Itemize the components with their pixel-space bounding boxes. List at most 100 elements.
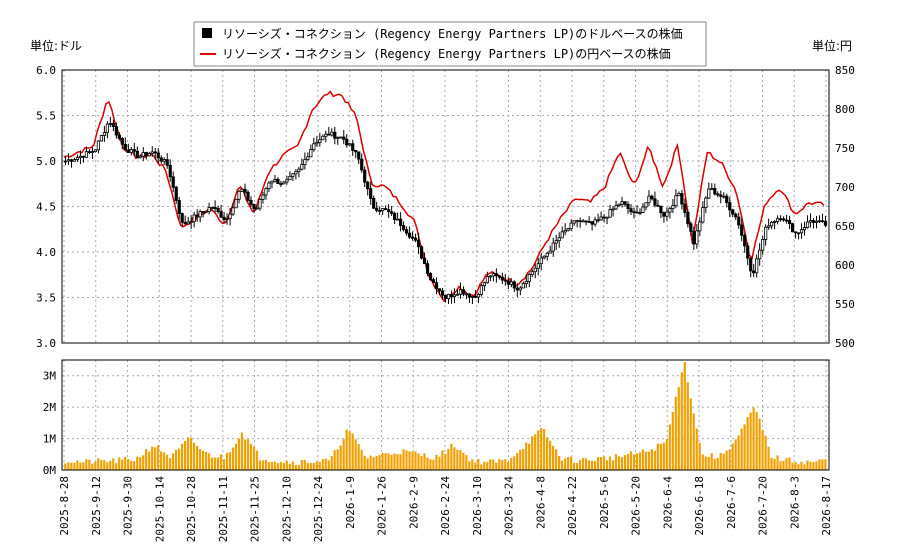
- candle-body: [596, 219, 600, 222]
- candle-body: [300, 164, 304, 170]
- candle-body: [285, 179, 289, 183]
- volume-bar: [459, 450, 462, 470]
- volume-bar: [97, 458, 100, 470]
- volume-bar: [169, 458, 172, 470]
- x-tick-label: 2026-5-20: [630, 476, 643, 536]
- volume-bar: [369, 455, 372, 470]
- x-tick-label: 2026-7-6: [725, 476, 738, 529]
- volume-bar: [788, 457, 791, 470]
- candle-body: [530, 271, 534, 275]
- volume-bar: [767, 446, 770, 470]
- candle-body: [623, 201, 627, 205]
- volume-bar: [707, 456, 710, 470]
- candle-body: [467, 293, 472, 298]
- volume-bar: [653, 450, 656, 470]
- volume-bar: [495, 462, 498, 470]
- volume-bar: [180, 443, 184, 470]
- volume-bar: [157, 445, 160, 470]
- candle-body: [177, 200, 181, 214]
- left-tick-label: 3.5: [36, 292, 56, 305]
- candle-body: [324, 133, 328, 137]
- volume-bar: [740, 428, 743, 470]
- volume-bar: [746, 417, 749, 470]
- volume-bar: [749, 412, 752, 470]
- candle-body: [512, 281, 516, 289]
- candle-body: [402, 225, 406, 231]
- candle-body: [387, 209, 391, 213]
- volume-bar: [764, 435, 767, 470]
- candle-body: [114, 126, 118, 136]
- volume-bar: [381, 452, 384, 470]
- candle-body: [99, 135, 104, 142]
- candle-body: [348, 143, 352, 146]
- candle-body: [638, 212, 642, 214]
- candle-body: [725, 195, 729, 203]
- volume-bar: [587, 460, 591, 470]
- volume-bar: [243, 439, 247, 470]
- volume-bar: [357, 444, 360, 470]
- volume-bar: [163, 452, 166, 470]
- candle-body: [162, 159, 166, 162]
- volume-bar: [623, 455, 627, 470]
- volume-axis-ticks: 0M 1M 2M 3M: [43, 370, 57, 477]
- candle-body: [195, 214, 199, 218]
- candle-body: [542, 255, 546, 259]
- volume-bar: [160, 451, 163, 470]
- volume-bar: [130, 460, 133, 470]
- volume-bar: [444, 454, 447, 470]
- volume-bar: [145, 448, 148, 470]
- volume-bar: [336, 449, 339, 470]
- candle-body: [668, 208, 672, 213]
- candle-body: [84, 151, 89, 158]
- candle-body: [692, 230, 696, 245]
- volume-bar: [324, 458, 327, 470]
- candle-body: [261, 194, 265, 200]
- right-tick-label: 500: [835, 337, 855, 350]
- volume-bar: [794, 461, 797, 470]
- candle-body: [282, 181, 286, 185]
- x-tick-label: 2025-11-11: [217, 476, 230, 542]
- volume-bar: [270, 461, 273, 470]
- volume-bar: [426, 457, 429, 470]
- candle-body: [518, 287, 522, 291]
- volume-bar: [399, 454, 402, 470]
- candle-body: [503, 279, 507, 282]
- volume-bar: [258, 460, 261, 470]
- volume-bar: [734, 439, 737, 470]
- candle-body: [611, 208, 615, 211]
- volume-bar: [566, 457, 570, 470]
- volume-bar: [88, 459, 91, 470]
- candle-body: [237, 190, 241, 200]
- candle-body: [422, 257, 427, 264]
- volume-bar: [800, 461, 803, 470]
- x-tick-label: 2026-4-8: [534, 476, 547, 529]
- candle-body: [102, 132, 106, 136]
- volume-bar: [671, 411, 674, 470]
- volume-bar: [339, 445, 342, 470]
- volume-bar: [435, 455, 438, 470]
- volume-bar: [372, 457, 375, 470]
- candle-body: [93, 149, 98, 152]
- candle-body: [69, 159, 74, 162]
- volume-bar: [231, 447, 235, 470]
- candle-body: [306, 156, 310, 160]
- volume-bar: [234, 443, 238, 470]
- x-axis-ticks: 2025-8-28 2025-9-12 2025-9-30 2025-10-14 202…: [58, 476, 833, 543]
- volume-bar: [752, 407, 755, 470]
- volume-bar: [731, 443, 734, 470]
- volume-bar: [363, 455, 366, 470]
- legend-box: [193, 21, 707, 67]
- candle-body: [515, 287, 519, 291]
- legend-jpy-label: リソーシズ・コネクション (Regency Energy Partners LP…: [222, 46, 671, 61]
- volume-bar: [378, 455, 381, 470]
- price-plot-frame: [61, 69, 830, 344]
- volume-tick-label: 1M: [43, 433, 57, 446]
- volume-bar: [109, 460, 112, 470]
- volume-bar: [222, 459, 226, 470]
- left-tick-label: 5.0: [36, 155, 56, 168]
- x-tick-label: 2026-1-26: [376, 476, 389, 536]
- candle-body: [264, 188, 268, 196]
- candle-body: [446, 294, 451, 300]
- volume-bar: [351, 433, 354, 470]
- volume-bar: [563, 458, 567, 470]
